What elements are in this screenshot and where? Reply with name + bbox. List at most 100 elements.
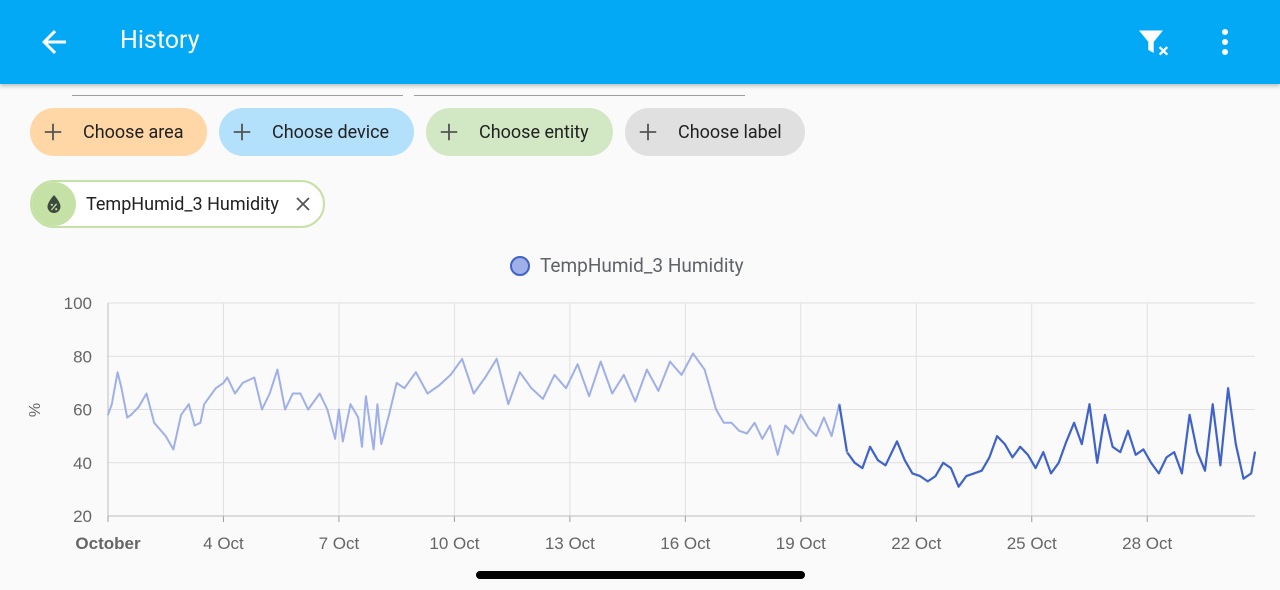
data-point xyxy=(415,371,417,374)
data-point xyxy=(784,424,787,427)
data-point xyxy=(657,390,660,392)
data-point xyxy=(1181,472,1183,475)
data-point xyxy=(338,408,340,411)
data-point xyxy=(472,392,475,395)
choose-area-chip[interactable]: Choose area xyxy=(30,108,207,156)
data-point xyxy=(214,387,217,390)
data-point xyxy=(1057,461,1060,464)
data-point xyxy=(988,456,991,459)
data-point xyxy=(164,435,167,437)
entity-icon-wrap xyxy=(32,182,76,226)
x-tick-label: 16 Oct xyxy=(660,534,710,553)
y-axis-label: % xyxy=(27,403,44,417)
x-tick-label: 19 Oct xyxy=(776,534,826,553)
data-point xyxy=(530,387,533,390)
data-point xyxy=(761,437,764,440)
data-point xyxy=(884,464,887,467)
data-point xyxy=(126,416,129,419)
data-point xyxy=(1073,422,1075,424)
choose-entity-chip[interactable]: Choose entity xyxy=(426,108,613,156)
filter-remove-icon[interactable] xyxy=(1136,26,1172,62)
close-icon[interactable] xyxy=(291,192,315,216)
data-point xyxy=(807,427,810,429)
y-tick-label: 20 xyxy=(73,507,92,526)
start-date-field[interactable] xyxy=(72,95,403,96)
data-point xyxy=(973,472,975,475)
data-point xyxy=(800,414,802,416)
data-point xyxy=(395,382,398,384)
x-tick-label: 28 Oct xyxy=(1122,534,1172,553)
y-tick-label: 60 xyxy=(73,401,92,420)
data-point xyxy=(730,422,733,424)
data-point xyxy=(846,451,848,453)
data-point xyxy=(357,416,359,419)
data-point xyxy=(1111,445,1114,448)
data-point xyxy=(365,395,367,397)
chip-label: Choose entity xyxy=(479,121,589,143)
data-point xyxy=(965,475,968,477)
data-point xyxy=(120,387,123,390)
data-point xyxy=(1034,467,1037,469)
top-app-bar: History xyxy=(0,0,1280,84)
data-point xyxy=(903,459,906,461)
data-point xyxy=(1011,456,1014,459)
data-point xyxy=(268,392,271,395)
data-point xyxy=(349,403,352,405)
y-tick-label: 40 xyxy=(73,454,92,473)
data-point xyxy=(950,467,952,469)
data-point xyxy=(980,469,983,472)
data-point xyxy=(484,376,487,379)
data-point xyxy=(611,392,614,395)
data-point xyxy=(1254,451,1256,453)
data-point xyxy=(326,408,329,411)
x-tick-label: 10 Oct xyxy=(429,534,479,553)
data-point xyxy=(692,352,694,355)
data-point xyxy=(861,467,864,469)
x-tick-label: 25 Oct xyxy=(1007,534,1057,553)
data-point xyxy=(588,395,590,397)
data-point xyxy=(934,475,937,477)
data-point xyxy=(1004,443,1006,445)
choose-device-chip[interactable]: Choose device xyxy=(219,108,414,156)
data-point xyxy=(1211,403,1214,405)
data-point xyxy=(261,408,263,411)
dots-vertical-icon[interactable] xyxy=(1210,26,1240,62)
choose-label-chip[interactable]: Choose label xyxy=(625,108,805,156)
entity-chip-label: TempHumid_3 Humidity xyxy=(86,193,279,215)
data-point xyxy=(576,363,579,366)
data-point xyxy=(957,485,960,488)
data-point xyxy=(284,408,286,411)
data-point xyxy=(1065,440,1068,443)
arrow-left-icon[interactable] xyxy=(36,24,72,60)
data-point xyxy=(680,374,683,376)
plus-icon xyxy=(44,123,62,141)
end-date-field[interactable] xyxy=(414,95,745,96)
data-point xyxy=(241,382,244,384)
data-point xyxy=(203,403,206,405)
plus-icon xyxy=(233,123,251,141)
data-point xyxy=(226,376,229,379)
data-point xyxy=(1119,451,1122,453)
chart-legend-item[interactable]: TempHumid_3 Humidity xyxy=(510,254,744,277)
data-point xyxy=(1150,461,1152,464)
data-point xyxy=(1134,453,1137,456)
data-point xyxy=(507,403,510,405)
chip-label: Choose device xyxy=(272,121,390,143)
data-point xyxy=(1204,469,1206,472)
x-tick-label: 4 Oct xyxy=(203,534,244,553)
data-point xyxy=(919,475,921,477)
data-point xyxy=(942,461,945,464)
data-point xyxy=(276,368,279,371)
home-indicator xyxy=(476,571,805,579)
data-point xyxy=(542,398,544,400)
data-point xyxy=(1127,430,1129,432)
data-point xyxy=(634,400,637,403)
data-point xyxy=(1165,456,1168,459)
data-point xyxy=(116,371,119,374)
data-point xyxy=(869,445,871,448)
data-point xyxy=(911,472,914,475)
data-point xyxy=(341,440,344,443)
chip-label: Choose area xyxy=(83,121,184,143)
data-point xyxy=(1027,453,1029,456)
data-point xyxy=(299,392,302,395)
